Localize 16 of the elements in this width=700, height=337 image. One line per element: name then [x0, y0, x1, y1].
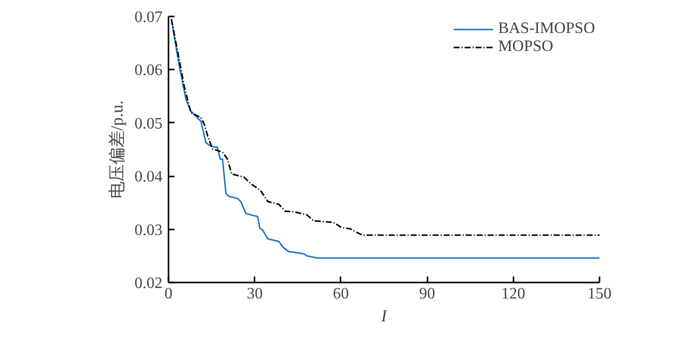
x-tick-label: 30 — [246, 286, 263, 302]
legend-label: MOPSO — [498, 38, 554, 56]
x-tick-label: 60 — [332, 286, 349, 302]
x-tick-label: 120 — [501, 286, 526, 302]
y-tick-label: 0.03 — [134, 222, 162, 239]
legend-label: BAS-IMOPSO — [498, 20, 595, 38]
y-axis-title: 电压偏差/p.u. — [108, 100, 126, 199]
y-tick-label: 0.06 — [134, 62, 162, 80]
y-tick-label: 0.02 — [134, 275, 162, 292]
x-tick-label: 0 — [164, 286, 172, 302]
y-tick-label: 0.05 — [134, 115, 162, 132]
x-tick-label: 150 — [588, 286, 612, 302]
y-tick-label: 0.07 — [134, 9, 162, 26]
x-axis-title: I — [380, 306, 388, 326]
y-tick-label: 0.04 — [134, 168, 162, 186]
x-tick-label: 90 — [419, 286, 436, 302]
